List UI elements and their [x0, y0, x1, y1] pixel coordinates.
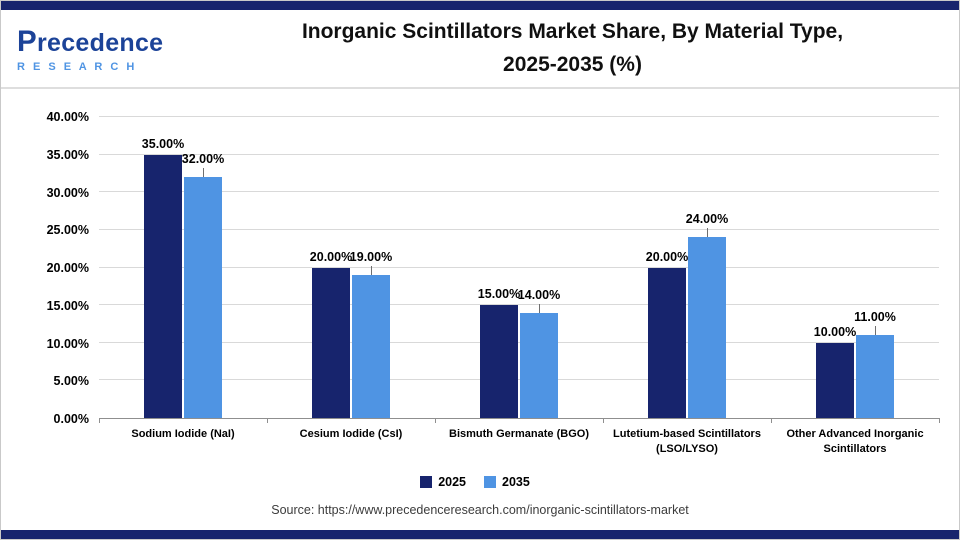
y-tick-label: 20.00%: [46, 261, 89, 275]
bar-value-label: 35.00%: [141, 136, 185, 151]
gridline: [99, 228, 939, 230]
bar-groups: 35.00% 32.00% 20.00% 19.00% 15.00% 14.00% 20.0…: [99, 117, 939, 418]
bar-2035: 11.00%: [854, 310, 896, 418]
bar-group: 10.00% 11.00%: [771, 117, 939, 418]
bar-value-label: 24.00%: [685, 212, 729, 227]
y-tick-label: 15.00%: [46, 298, 89, 313]
y-tick-label: 40.00%: [46, 110, 89, 124]
gridline: [99, 191, 939, 193]
logo-wordmark: Precedence: [17, 24, 164, 58]
legend-swatch: [484, 475, 496, 488]
legend-label: 2035: [502, 474, 530, 489]
bar-value-label: 14.00%: [517, 287, 561, 302]
bar-2025: 15.00%: [478, 287, 520, 418]
chart-title-line2: 2025-2035 (%): [503, 52, 642, 76]
bar-2025: 20.00%: [646, 250, 688, 418]
bar-value-label: 10.00%: [813, 324, 857, 339]
y-tick-label: 35.00%: [46, 147, 89, 162]
bar-2035: 32.00%: [182, 152, 224, 418]
bar-group: 15.00% 14.00%: [435, 117, 603, 418]
bar-value-label: 11.00%: [854, 310, 896, 325]
legend-item-2025: 2025: [420, 475, 466, 489]
x-category-label: Sodium Iodide (NaI): [131, 428, 235, 440]
x-axis-tick: [603, 418, 604, 423]
bar-2035: 14.00%: [518, 288, 560, 418]
leader-line: [707, 228, 708, 238]
leader-line: [875, 326, 876, 336]
gridline: [99, 116, 939, 117]
leader-line: [203, 168, 204, 178]
y-tick-label: 25.00%: [46, 223, 89, 238]
bar-chart: 0.00% 5.00% 10.00% 15.00% 20.00% 25.00% 30.00%…: [1, 89, 959, 489]
legend-item-2035: 2035: [484, 475, 530, 489]
bar-group: 35.00% 32.00%: [99, 117, 267, 418]
top-accent-bar: [1, 1, 959, 10]
y-tick-label: 10.00%: [46, 336, 89, 351]
x-axis-tick: [99, 418, 100, 423]
bar-value-label: 32.00%: [181, 152, 225, 167]
plot-row: 0.00% 5.00% 10.00% 15.00% 20.00% 25.00% 30.00%…: [11, 110, 940, 426]
chart-title: Inorganic Scintillators Market Share, By…: [202, 16, 943, 81]
y-tick-label: 30.00%: [46, 185, 89, 200]
bar-2035: 24.00%: [686, 212, 728, 418]
bar-value-label: 15.00%: [477, 287, 521, 302]
gridline: [99, 379, 939, 381]
logo: Precedence R E S E A R C H: [17, 25, 202, 73]
bottom-accent-bar: [1, 530, 959, 539]
bar-2035: 19.00%: [350, 250, 392, 418]
x-category-label: Bismuth Germanate (BGO): [449, 428, 589, 440]
x-axis-tick: [939, 418, 940, 423]
bar-value-label: 20.00%: [645, 249, 689, 264]
legend-swatch: [420, 475, 433, 488]
x-category-label: Cesium Iodide (CsI): [299, 428, 403, 440]
y-axis: 0.00% 5.00% 10.00% 15.00% 20.00% 25.00% 30.00%…: [11, 110, 99, 426]
legend-label: 2025: [438, 474, 466, 489]
chart-title-line1: Inorganic Scintillators Market Share, By…: [301, 19, 844, 43]
source-text: Source: https://www.precedenceresearch.c…: [271, 502, 689, 517]
gridline: [99, 153, 939, 155]
x-axis-tick: [771, 418, 772, 423]
gridline: [99, 304, 939, 306]
gridline: [99, 266, 939, 268]
bar-2025: 10.00%: [814, 325, 856, 418]
leader-line: [371, 266, 372, 276]
plot-area: 35.00% 32.00% 20.00% 19.00% 15.00% 14.00% 20.0…: [99, 116, 940, 423]
x-axis-row: Sodium Iodide (NaI) Cesium Iodide (CsI) Bi…: [11, 419, 939, 457]
bar-2025: 35.00%: [142, 137, 184, 418]
x-axis-tick: [267, 418, 268, 423]
bar-value-label: 19.00%: [349, 250, 393, 265]
logo-subtitle: R E S E A R C H: [17, 60, 137, 73]
x-axis-tick: [435, 418, 436, 423]
x-category-label: Lutetium-based Scintillators (LSO/LYSO): [613, 428, 761, 455]
bar-2025: 20.00%: [310, 250, 352, 418]
x-axis-labels: Sodium Iodide (NaI) Cesium Iodide (CsI) Bi…: [99, 419, 939, 457]
y-tick-label: 5.00%: [53, 374, 89, 389]
leader-line: [539, 303, 540, 313]
bar-group: 20.00% 24.00%: [603, 117, 771, 418]
bar-value-label: 20.00%: [309, 249, 353, 264]
gridline: [99, 341, 939, 343]
x-category-label: Other Advanced Inorganic Scintillators: [786, 428, 924, 455]
legend: 2025 2035: [11, 475, 939, 489]
header: Precedence R E S E A R C H Inorganic Sci…: [1, 10, 959, 89]
y-tick-label: 0.00%: [53, 412, 89, 426]
bar-group: 20.00% 19.00%: [267, 117, 435, 418]
